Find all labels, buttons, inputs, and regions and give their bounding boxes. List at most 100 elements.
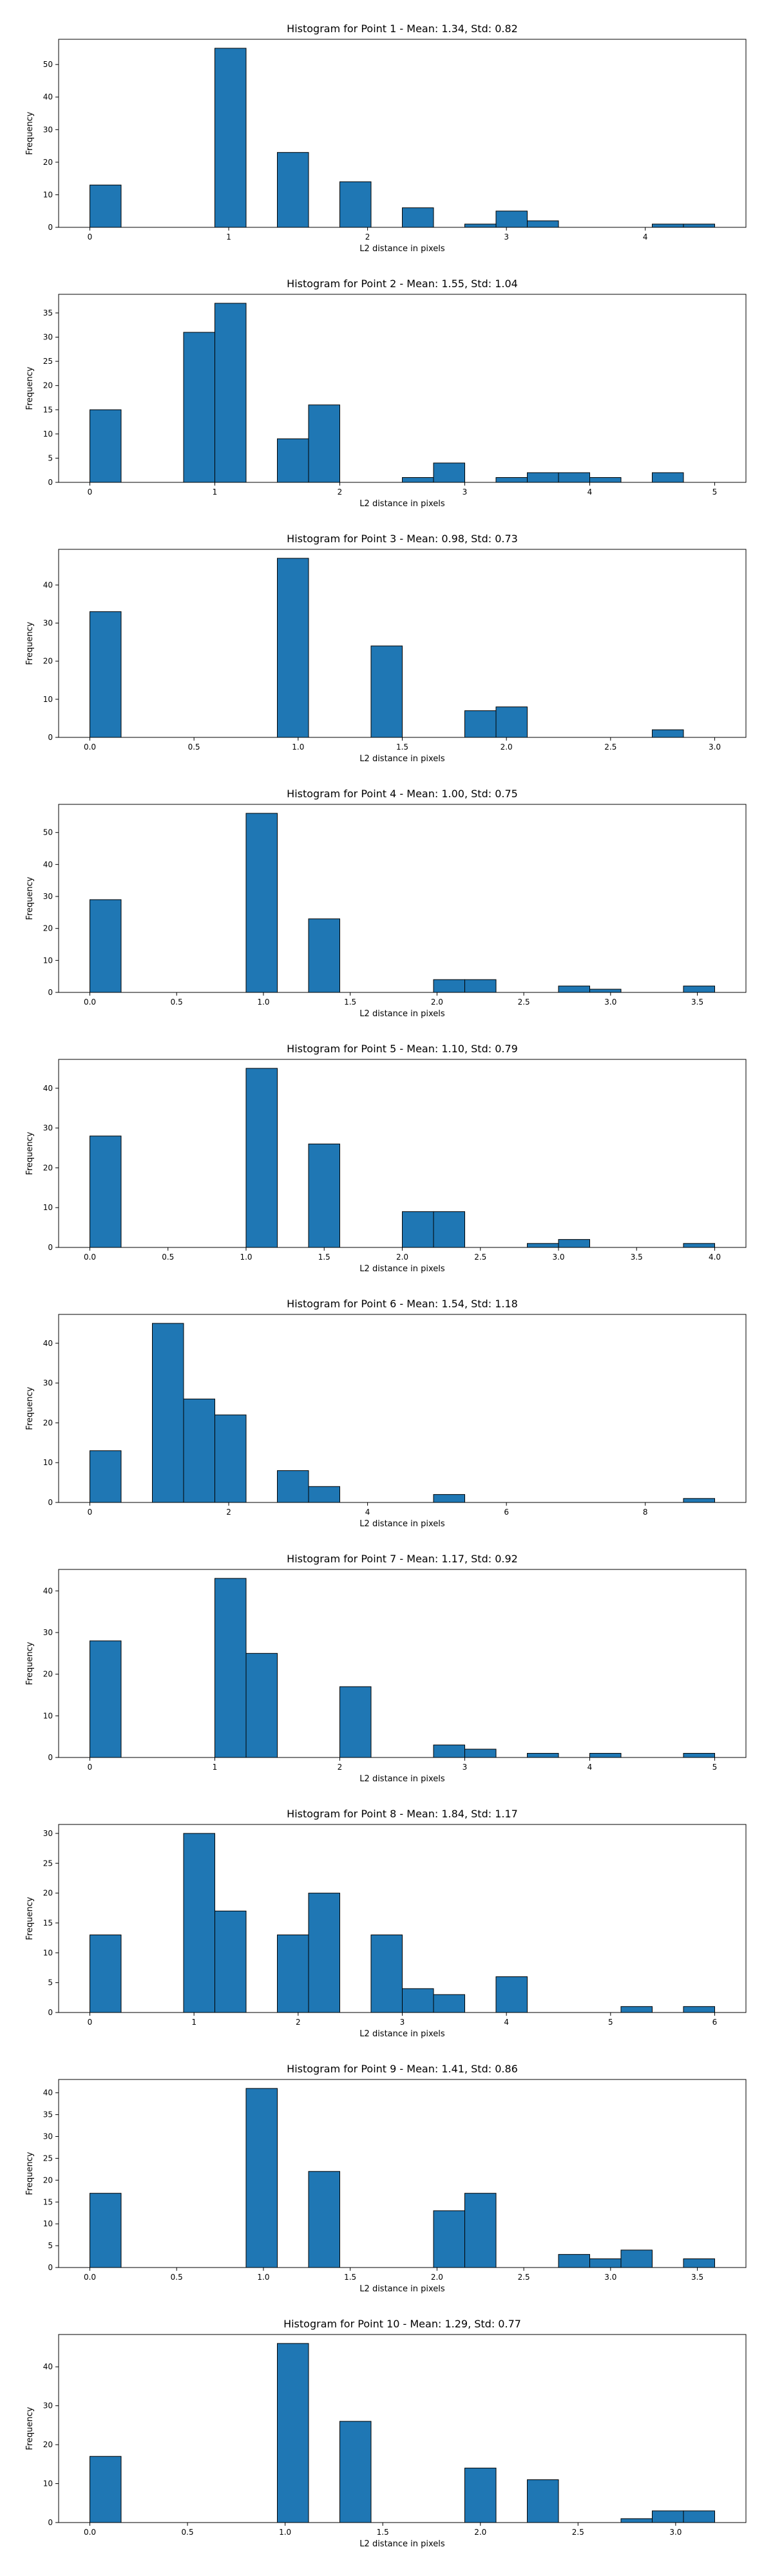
y-tick-label: 20 bbox=[43, 924, 53, 933]
x-tick-label: 0 bbox=[88, 232, 93, 242]
y-tick-label: 40 bbox=[43, 93, 53, 102]
y-tick-label: 0 bbox=[48, 2518, 53, 2527]
x-tick-label: 2 bbox=[226, 1508, 231, 1517]
histogram-bar bbox=[402, 477, 434, 483]
y-tick-label: 25 bbox=[43, 1859, 53, 1868]
histogram-bar bbox=[495, 1976, 528, 2013]
y-tick-label: 10 bbox=[43, 1711, 53, 1720]
chart-title: Histogram for Point 7 - Mean: 1.17, Std:… bbox=[287, 1553, 518, 1565]
histogram-bar bbox=[90, 1640, 122, 1758]
histogram-bar bbox=[652, 2510, 684, 2523]
histogram-bar bbox=[308, 1143, 340, 1248]
y-tick-label: 50 bbox=[43, 60, 53, 69]
y-tick-label: 10 bbox=[43, 1203, 53, 1212]
x-tick-label: 3 bbox=[463, 488, 468, 497]
x-tick-label: 1.0 bbox=[279, 2528, 291, 2537]
histogram-point-9: Histogram for Point 9 - Mean: 1.41, Std:… bbox=[25, 2063, 747, 2294]
histogram-bar bbox=[215, 1910, 247, 2013]
y-tick-label: 40 bbox=[43, 1339, 53, 1348]
y-tick-label: 40 bbox=[43, 1586, 53, 1595]
x-tick-label: 1 bbox=[191, 2018, 196, 2027]
histogram-bar bbox=[183, 1398, 215, 1503]
x-tick-label: 3.5 bbox=[691, 998, 703, 1007]
chart-title: Histogram for Point 6 - Mean: 1.54, Std:… bbox=[287, 1298, 518, 1310]
y-tick-label: 5 bbox=[48, 2241, 53, 2250]
y-tick-label: 0 bbox=[48, 2263, 53, 2272]
x-tick-label: 3 bbox=[504, 232, 509, 242]
y-tick-label: 10 bbox=[43, 2479, 53, 2488]
y-tick-label: 20 bbox=[43, 657, 53, 666]
y-axis-label: Frequency bbox=[25, 1642, 35, 1685]
y-tick-label: 10 bbox=[43, 190, 53, 199]
histogram-bar bbox=[433, 1745, 465, 1758]
y-axis-label: Frequency bbox=[25, 2407, 35, 2450]
bars bbox=[90, 303, 684, 483]
histogram-bar bbox=[215, 1578, 247, 1758]
y-tick-label: 10 bbox=[43, 430, 53, 439]
histogram-bar bbox=[370, 1934, 403, 2013]
histogram-bar bbox=[308, 2171, 340, 2268]
x-tick-label: 3.0 bbox=[604, 2273, 616, 2282]
x-tick-label: 2.0 bbox=[501, 743, 513, 752]
x-tick-label: 2.0 bbox=[431, 998, 443, 1007]
x-tick-label: 3.0 bbox=[709, 743, 721, 752]
y-tick-label: 30 bbox=[43, 892, 53, 901]
x-axis-label: L2 distance in pixels bbox=[359, 2284, 445, 2294]
y-tick-label: 15 bbox=[43, 405, 53, 414]
histogram-bar bbox=[245, 2088, 278, 2268]
histogram-bar bbox=[308, 404, 340, 483]
histogram-bar bbox=[277, 2343, 309, 2523]
y-axis-label: Frequency bbox=[25, 2152, 35, 2195]
x-tick-label: 2.0 bbox=[474, 2528, 486, 2537]
histogram-bar bbox=[433, 462, 465, 483]
x-tick-label: 3.0 bbox=[604, 998, 616, 1007]
y-tick-label: 5 bbox=[48, 453, 53, 462]
x-tick-label: 4 bbox=[587, 488, 593, 497]
y-tick-label: 25 bbox=[43, 2154, 53, 2163]
histogram-bar bbox=[339, 2421, 372, 2523]
y-tick-label: 40 bbox=[43, 2088, 53, 2098]
histogram-bar bbox=[589, 2258, 622, 2268]
plot-frame bbox=[58, 1569, 747, 1758]
x-axis-label: L2 distance in pixels bbox=[359, 2539, 445, 2549]
x-tick-label: 2.5 bbox=[518, 2273, 530, 2282]
y-tick-label: 35 bbox=[43, 2110, 53, 2119]
y-tick-label: 10 bbox=[43, 695, 53, 704]
histogram-bar bbox=[683, 223, 715, 228]
histogram-point-8: Histogram for Point 8 - Mean: 1.84, Std:… bbox=[25, 1808, 747, 2039]
histogram-bar bbox=[245, 1068, 278, 1248]
y-tick-label: 20 bbox=[43, 1889, 53, 1898]
x-tick-label: 1.5 bbox=[344, 998, 356, 1007]
x-axis-label: L2 distance in pixels bbox=[359, 499, 445, 509]
histogram-bar bbox=[370, 645, 403, 738]
y-tick-label: 30 bbox=[43, 618, 53, 627]
x-tick-label: 0.5 bbox=[171, 998, 183, 1007]
x-tick-label: 1.0 bbox=[240, 1253, 252, 1262]
histogram-bar bbox=[589, 989, 622, 993]
x-tick-label: 0 bbox=[88, 2018, 93, 2027]
histogram-bar bbox=[464, 2193, 497, 2268]
y-tick-label: 40 bbox=[43, 860, 53, 869]
x-axis-label: L2 distance in pixels bbox=[359, 1009, 445, 1019]
x-tick-label: 1.5 bbox=[344, 2273, 356, 2282]
x-tick-label: 2.5 bbox=[604, 743, 616, 752]
histogram-bar bbox=[90, 409, 122, 483]
y-axis-label: Frequency bbox=[25, 111, 35, 155]
y-axis-label: Frequency bbox=[25, 1387, 35, 1430]
histogram-bar bbox=[527, 220, 559, 228]
plot-frame bbox=[58, 2079, 747, 2268]
x-tick-label: 0.0 bbox=[84, 1253, 96, 1262]
histogram-bar bbox=[308, 918, 340, 993]
bars bbox=[90, 1578, 715, 1758]
x-tick-label: 2.5 bbox=[474, 1253, 486, 1262]
x-tick-label: 0.0 bbox=[84, 998, 96, 1007]
histogram-bar bbox=[620, 2249, 653, 2268]
x-tick-label: 4 bbox=[504, 2018, 509, 2027]
chart-title: Histogram for Point 8 - Mean: 1.84, Std:… bbox=[287, 1808, 518, 1820]
x-tick-label: 3.5 bbox=[691, 2273, 703, 2282]
histogram-bar bbox=[215, 1414, 247, 1503]
x-axis-label: L2 distance in pixels bbox=[359, 2029, 445, 2039]
histogram-point-4: Histogram for Point 4 - Mean: 1.00, Std:… bbox=[25, 788, 747, 1019]
histogram-bar bbox=[215, 303, 247, 483]
histogram-bar bbox=[620, 2518, 653, 2523]
